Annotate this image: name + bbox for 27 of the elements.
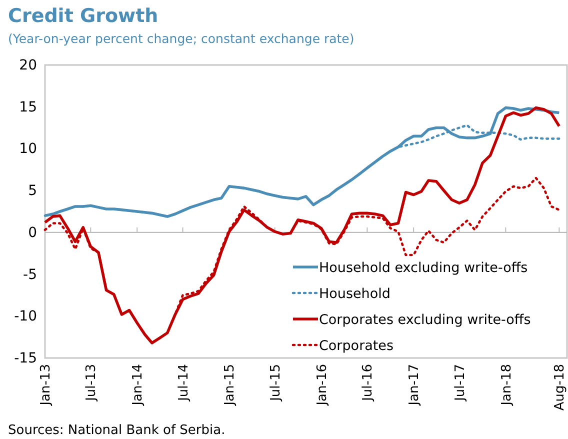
chart-subtitle: (Year-on-year percent change; constant exchange rate)	[8, 31, 354, 46]
y-tick-label: 15	[19, 99, 37, 116]
x-tick-label: Jan-16	[314, 364, 330, 406]
y-tick-label: 0	[28, 224, 37, 241]
y-tick-label: 10	[19, 141, 37, 158]
legend-label: Corporates excluding write-offs	[319, 312, 531, 328]
legend-label: Household excluding write-offs	[319, 260, 528, 276]
y-tick-label: -10	[14, 308, 37, 325]
x-tick-label: Jul-15	[268, 364, 284, 402]
source-note: Sources: National Bank of Serbia.	[8, 423, 226, 438]
x-tick-label: Jul-17	[452, 364, 468, 402]
x-tick-label: Jan-15	[222, 364, 238, 406]
y-tick-label: 20	[19, 57, 37, 74]
chart-title: Credit Growth	[8, 5, 158, 27]
x-tick-label: Jul-16	[360, 364, 376, 402]
y-tick-label: 5	[28, 183, 37, 200]
x-tick-label: Jan-18	[499, 364, 514, 406]
x-tick-label: Jul-14	[176, 364, 192, 402]
x-tick-label: Jan-14	[130, 364, 146, 406]
x-tick-label: Aug-18	[552, 364, 568, 411]
legend-label: Household	[319, 286, 390, 302]
y-tick-label: -15	[14, 350, 37, 366]
y-tick-label: -5	[23, 266, 37, 283]
x-tick-label: Jan-17	[407, 364, 422, 406]
x-tick-label: Jan-13	[38, 364, 54, 406]
legend-label: Corporates	[319, 338, 394, 354]
x-tick-label: Jul-13	[84, 364, 100, 402]
